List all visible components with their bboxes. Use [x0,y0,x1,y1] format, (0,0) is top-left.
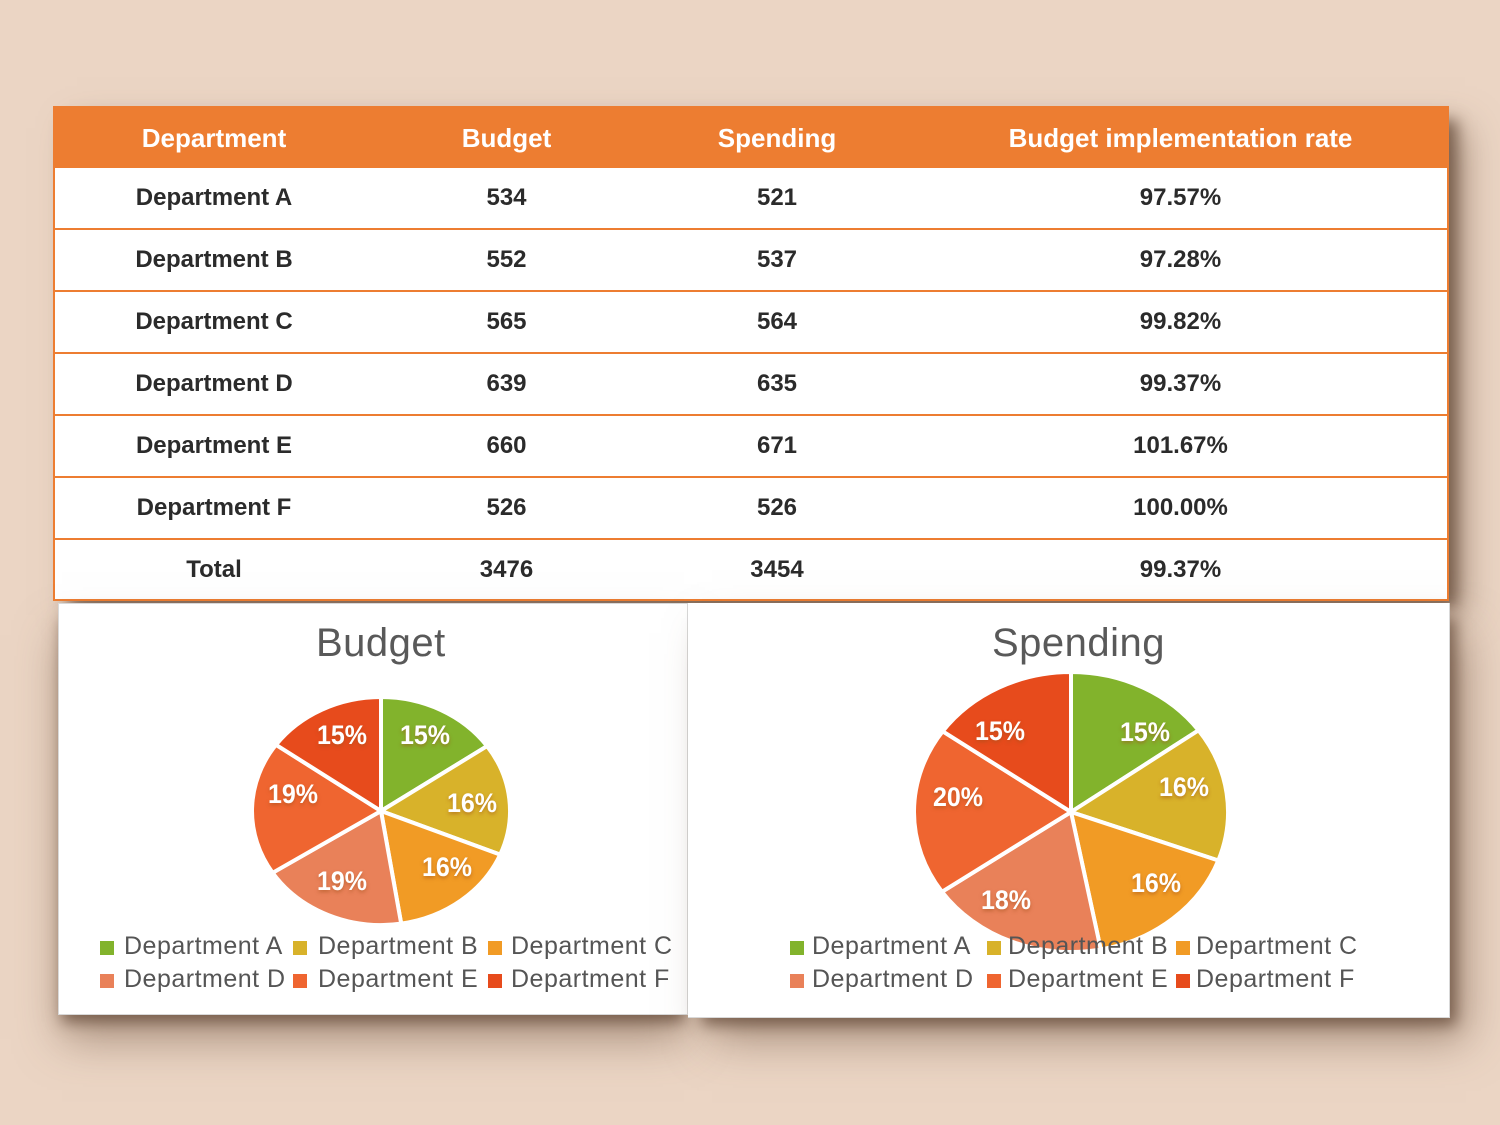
svg-text:16%: 16% [447,788,497,818]
svg-text:15%: 15% [317,720,367,750]
svg-text:19%: 19% [317,866,367,896]
svg-text:18%: 18% [981,885,1031,915]
svg-text:15%: 15% [400,720,450,750]
svg-text:20%: 20% [933,782,983,812]
svg-text:19%: 19% [268,779,318,809]
svg-text:16%: 16% [1159,772,1209,802]
svg-text:15%: 15% [975,716,1025,746]
svg-text:16%: 16% [422,852,472,882]
svg-text:15%: 15% [1120,717,1170,747]
svg-text:16%: 16% [1131,868,1181,898]
